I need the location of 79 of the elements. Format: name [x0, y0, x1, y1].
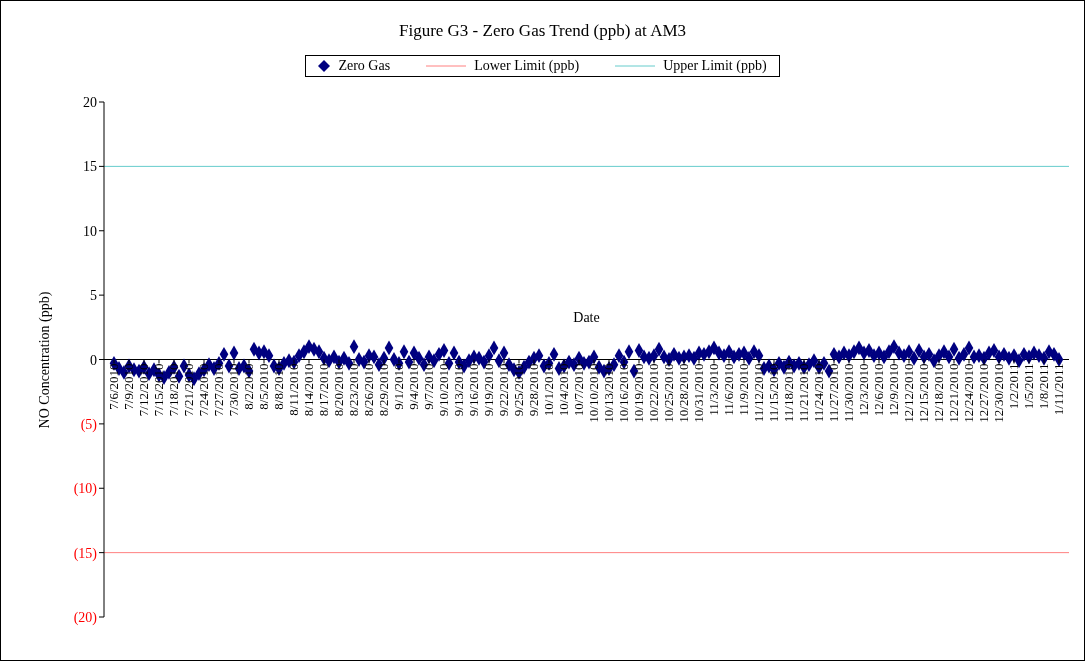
- x-tick-label: 9/22/2010: [496, 363, 511, 417]
- x-tick-label: 9/1/2010: [391, 363, 406, 410]
- y-tick-label: 15: [83, 159, 97, 175]
- x-tick-label: 7/27/2010: [211, 363, 226, 417]
- y-tick-label: (15): [73, 545, 98, 562]
- x-tick-label: 9/19/2010: [481, 363, 496, 417]
- x-tick-label: 9/10/2010: [436, 363, 451, 417]
- x-tick-label: 12/15/2010: [916, 363, 931, 423]
- x-tick-label: 10/13/2010: [601, 363, 616, 423]
- x-tick-label: 7/24/2010: [196, 363, 211, 417]
- x-tick-label: 9/28/2010: [526, 363, 541, 417]
- legend-label: Lower Limit (ppb): [474, 58, 580, 74]
- x-tick-label: 10/1/2010: [541, 363, 556, 417]
- x-tick-label: 7/21/2010: [181, 363, 196, 417]
- x-tick-label: 1/11/2011: [1051, 363, 1066, 416]
- x-tick-label: 8/26/2010: [361, 363, 376, 417]
- x-tick-label: 9/13/2010: [451, 363, 466, 417]
- x-tick-label: 11/6/2010: [721, 363, 736, 416]
- x-tick-label: 7/12/2010: [136, 363, 151, 417]
- x-tick-label: 1/2/2011: [1006, 363, 1021, 410]
- x-tick-label: 7/9/2010: [121, 363, 136, 410]
- y-tick-label: 20: [83, 95, 97, 110]
- x-tick-label: 11/12/2010: [751, 363, 766, 423]
- x-tick-label: 10/25/2010: [661, 363, 676, 423]
- x-tick-label: 8/20/2010: [331, 363, 346, 417]
- x-tick-label: 8/23/2010: [346, 363, 361, 417]
- x-tick-label: 12/27/2010: [976, 363, 991, 423]
- y-tick-label: 0: [90, 352, 97, 368]
- x-tick-label: 11/18/2010: [781, 363, 796, 423]
- y-axis-title: NO Concentration (ppb): [37, 291, 53, 428]
- x-tick-label: 10/28/2010: [676, 363, 691, 423]
- x-tick-label: 10/4/2010: [556, 363, 571, 417]
- x-tick-label: 12/18/2010: [931, 363, 946, 423]
- x-tick-label: 7/18/2010: [166, 363, 181, 417]
- y-tick-label: 10: [83, 223, 97, 239]
- x-tick-label: 8/17/2010: [316, 363, 331, 417]
- x-tick-label: 8/11/2010: [286, 363, 301, 416]
- x-tick-label: 8/29/2010: [376, 363, 391, 417]
- x-tick-label: 12/30/2010: [991, 363, 1006, 423]
- x-tick-label: 10/31/2010: [691, 363, 706, 423]
- x-tick-label: 8/8/2010: [271, 363, 286, 410]
- x-tick-label: 7/6/2010: [106, 363, 121, 410]
- legend-label: Upper Limit (ppb): [663, 58, 767, 74]
- x-tick-label: 8/5/2010: [256, 363, 271, 410]
- x-tick-label: 7/30/2010: [226, 363, 241, 417]
- x-tick-label: 12/3/2010: [856, 363, 871, 417]
- x-tick-label: 12/21/2010: [946, 363, 961, 423]
- legend-label: Zero Gas: [338, 58, 391, 74]
- x-tick-label: 7/15/2010: [151, 363, 166, 417]
- x-tick-label: 8/14/2010: [301, 363, 316, 417]
- y-tick-label: 5: [90, 288, 97, 304]
- x-tick-label: 11/27/2010: [826, 363, 841, 423]
- x-tick-label: 9/4/2010: [406, 363, 421, 410]
- chart-title: Figure G3 - Zero Gas Trend (ppb) at AM3: [397, 21, 688, 41]
- x-tick-label: 8/2/2010: [241, 363, 256, 410]
- x-tick-label: 10/7/2010: [571, 363, 586, 417]
- x-tick-label: 12/12/2010: [901, 363, 916, 423]
- x-tick-label: 1/8/2011: [1036, 363, 1051, 410]
- x-tick-label: 11/30/2010: [841, 363, 856, 423]
- x-tick-label: 11/9/2010: [736, 363, 751, 416]
- x-tick-label: 1/5/2011: [1021, 363, 1036, 410]
- x-tick-label: 10/16/2010: [616, 363, 631, 423]
- x-tick-label: 10/22/2010: [646, 363, 661, 423]
- x-tick-label: 12/24/2010: [961, 363, 976, 423]
- x-tick-label: 10/19/2010: [631, 363, 646, 423]
- x-tick-label: 9/7/2010: [421, 363, 436, 410]
- x-tick-label: 11/15/2010: [766, 363, 781, 423]
- x-tick-label: 12/9/2010: [886, 363, 901, 417]
- x-tick-label: 12/6/2010: [871, 363, 886, 417]
- y-tick-label: (10): [73, 481, 98, 498]
- y-tick-label: (20): [73, 610, 98, 626]
- x-tick-label: 9/16/2010: [466, 363, 481, 417]
- x-tick-label: 9/25/2010: [511, 363, 526, 417]
- x-tick-label: 11/21/2010: [796, 363, 811, 423]
- x-axis-title: Date: [573, 310, 600, 327]
- y-tick-label: (5): [80, 416, 98, 433]
- x-tick-label: 11/3/2010: [706, 363, 721, 416]
- x-tick-label: 11/24/2010: [811, 363, 826, 423]
- x-tick-label: 10/10/2010: [586, 363, 601, 423]
